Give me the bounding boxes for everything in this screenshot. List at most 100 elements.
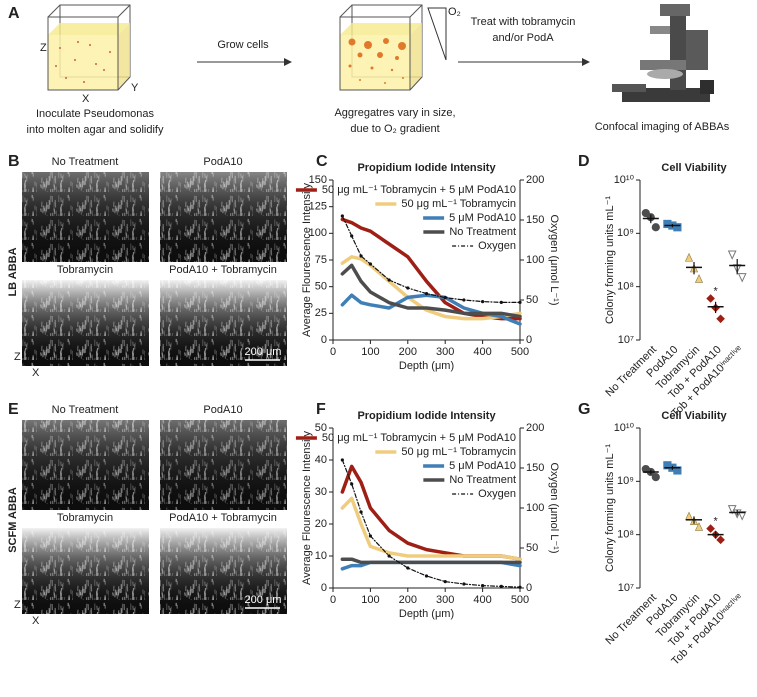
y-tick-label: 50 [315, 281, 327, 293]
legend-label: 5 μM PodA10 [449, 212, 516, 224]
series-point [359, 254, 363, 258]
data-point [673, 223, 682, 232]
series-point [340, 214, 344, 218]
gradient-wedge [427, 7, 447, 61]
agar-side [118, 23, 130, 90]
tile-title: PodA10 + Tobramycin [169, 264, 277, 276]
box-edge [409, 4, 423, 18]
schematic: Z X Y Inoculate Pseudomonas into molten … [27, 4, 730, 136]
x-tick-label: 100 [361, 346, 379, 358]
panel-label: E [8, 401, 19, 418]
box-edge [47, 4, 61, 18]
data-point [684, 511, 694, 521]
micrograph [160, 280, 287, 366]
x-axis-title: Depth (μm) [399, 608, 454, 620]
significance: * [713, 515, 718, 527]
micrograph [160, 420, 287, 510]
y-tick-label: 10¹⁰ [614, 422, 635, 434]
cells [55, 41, 111, 83]
agar-top [340, 23, 422, 35]
scale-bar-label: 200 μm [245, 594, 282, 606]
y-tick-label: 0 [321, 334, 327, 346]
y-tick-label: 125 [309, 201, 327, 213]
series-point [387, 278, 391, 282]
data-point [684, 252, 694, 262]
micrograph-glow [22, 528, 149, 614]
x-tick-label: 300 [436, 346, 454, 358]
legend-label: 50 μg mL⁻¹ Tobramycin + 5 μM PodA10 [322, 184, 516, 196]
x-tick-label: 200 [399, 594, 417, 606]
series-point [443, 580, 447, 584]
series-point [518, 585, 522, 589]
x-tick-label: 300 [436, 594, 454, 606]
microscope [612, 4, 714, 102]
y-tick-label: 30 [315, 486, 327, 498]
arrow-head [582, 58, 590, 66]
y2-tick-label: 150 [526, 462, 544, 474]
y-tick-label: 20 [315, 518, 327, 530]
micrograph-glow [22, 420, 149, 510]
data-point [651, 223, 660, 232]
series-point [424, 292, 429, 296]
micrograph-glow [160, 528, 287, 614]
chart-title: Propidium Iodide Intensity [357, 162, 496, 174]
y-tick-label: 25 [315, 307, 327, 319]
micrograph-glow [160, 420, 287, 510]
micrograph [22, 528, 149, 614]
y-tick-label: 40 [315, 454, 327, 466]
panel-label: G [578, 401, 590, 418]
series-point [359, 510, 363, 514]
medium-label: SCFM ABBA [7, 487, 19, 553]
micrograph-glow [160, 172, 287, 262]
series-line [341, 459, 521, 588]
x-tick-label: 200 [399, 346, 417, 358]
y-axis-title: Colony forming units mL⁻¹ [604, 196, 616, 324]
data-point [737, 273, 747, 283]
series-point [518, 300, 522, 304]
chart-title: Propidium Iodide Intensity [357, 410, 496, 422]
y2-tick-label: 0 [526, 334, 532, 346]
series-point [368, 534, 372, 538]
agar-top [48, 23, 130, 35]
box-front [47, 16, 119, 91]
step-text: Inoculate Pseudomonas [36, 108, 155, 120]
y-tick-label: 50 [315, 422, 327, 434]
series-point [443, 296, 447, 300]
chart-title: Cell Viability [661, 410, 727, 422]
data-point [727, 250, 737, 260]
box-edge [117, 4, 131, 18]
y-tick-label: 10⁸ [617, 529, 634, 541]
micrograph-glow [160, 280, 287, 366]
arrow-text: Grow cells [217, 39, 269, 51]
panel-label: D [578, 153, 590, 170]
legend-label: Oxygen [478, 488, 516, 500]
scale-bar-label: 200 μm [245, 346, 282, 358]
data-point [694, 274, 704, 283]
axis-label: X [32, 367, 40, 379]
x-tick-label: 500 [511, 346, 529, 358]
legend-label: Oxygen [478, 240, 516, 252]
y-tick-label: 10 [315, 550, 327, 562]
panel-label: B [8, 153, 20, 170]
micrograph [160, 172, 287, 262]
panel-label: C [316, 153, 328, 170]
data-point [673, 466, 682, 475]
micrograph [160, 528, 287, 614]
chart-title: Cell Viability [661, 162, 727, 174]
y2-tick-label: 200 [526, 174, 544, 186]
x-tick-label: 400 [473, 594, 491, 606]
panel-label: A [8, 5, 20, 22]
axis-label: Z [14, 599, 21, 611]
arrow-text: Treat with tobramycin [471, 16, 576, 28]
y-tick-label: 10¹⁰ [614, 174, 635, 186]
series-point [481, 584, 485, 588]
agar-side [410, 23, 422, 90]
micrograph [22, 172, 149, 262]
y2-axis-title: Oxygen (μmol L⁻¹) [548, 463, 560, 554]
arrow-head [284, 58, 292, 66]
axis-label: X [32, 615, 40, 627]
x-axis-title: Depth (μm) [399, 360, 454, 372]
tile-title: PodA10 [203, 156, 242, 168]
series-point [499, 584, 503, 589]
